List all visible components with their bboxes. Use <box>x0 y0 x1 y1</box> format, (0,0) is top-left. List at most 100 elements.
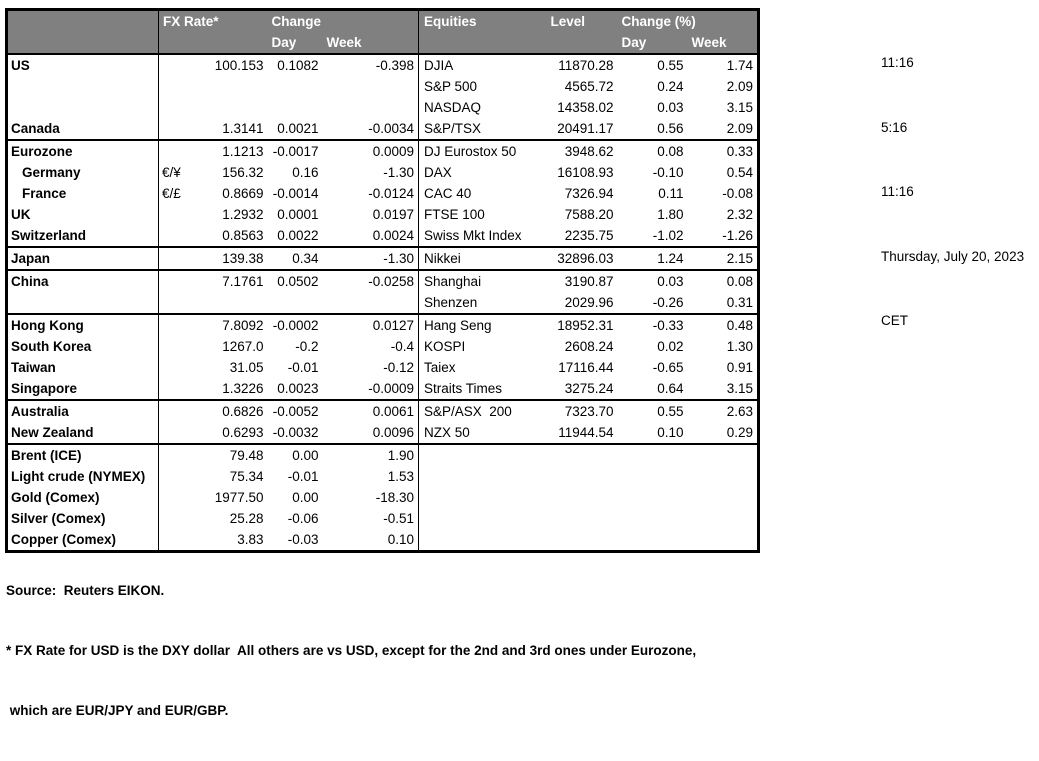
fx-pair-cell <box>158 443 202 466</box>
equity-day-change-cell: -1.02 <box>652 228 684 243</box>
table-row: NASDAQ 14358.02 0.03 3.15 <box>7 97 759 118</box>
fx-week-change-cell <box>323 76 419 97</box>
header-country-empty <box>6 9 159 32</box>
equity-day-change-cell: 0.08 <box>617 139 688 162</box>
fx-pair-cell <box>158 399 202 422</box>
time-3: 11:16 <box>881 184 914 199</box>
equity-level-cell <box>547 508 618 529</box>
table-body: US 100.153 0.1082 -0.398 DJIA 11870.28 0.55 1.7… <box>6 54 759 552</box>
fx-country-cell: Australia <box>6 399 159 422</box>
fx-country-cell: New Zealand <box>11 425 94 440</box>
timestamp-panel: 11:16 5:16 11:16 Thursday, July 20, 2023… <box>881 9 1024 375</box>
table-row: Copper (Comex) 3.83 -0.03 0.10 <box>7 529 759 552</box>
equity-week-change-cell: 0.91 <box>726 360 754 375</box>
fx-country-cell: Brent (ICE) <box>6 443 159 466</box>
equity-name-cell: Shenzen <box>418 292 547 314</box>
equity-week-change-cell: 2.15 <box>687 246 759 270</box>
fx-rate-cell: 75.34 <box>229 469 264 484</box>
table-row: Singapore 1.3226 0.0023 -0.0009 Straits Time… <box>7 378 759 400</box>
equity-level-cell: 2235.75 <box>564 228 614 243</box>
equity-name-cell: CAC 40 <box>418 183 547 204</box>
equity-level-cell: 11944.54 <box>558 425 614 440</box>
equity-name-cell: S&P/TSX <box>418 118 547 140</box>
table-row: Silver (Comex) 25.28 -0.06 -0.51 <box>7 508 759 529</box>
equity-day-change-cell: -0.10 <box>652 165 684 180</box>
equity-day-change-cell <box>617 443 688 466</box>
equity-name-cell: Hang Seng <box>418 313 547 336</box>
fx-rate-cell: 1.3226 <box>222 381 264 396</box>
equity-name-cell: NZX 50 <box>418 422 547 444</box>
header-fx-change: Change <box>267 9 419 32</box>
fx-rate-cell: 7.8092 <box>201 313 268 336</box>
equity-week-change-cell: -1.26 <box>722 228 754 243</box>
equity-week-change-cell: 1.30 <box>726 339 754 354</box>
equity-week-change-cell: 0.31 <box>726 295 754 310</box>
table-row: Eurozone 1.1213 -0.0017 0.0009 DJ Eurostox 5… <box>6 139 759 162</box>
fx-day-change-cell: -0.06 <box>287 511 319 526</box>
fx-week-change-cell: -1.30 <box>322 246 419 270</box>
equity-day-change-cell: -0.26 <box>652 295 684 310</box>
equity-level-cell: 3190.87 <box>546 269 618 292</box>
fx-week-change-cell: 0.10 <box>387 532 415 547</box>
fx-rate-cell: 0.8669 <box>222 186 264 201</box>
fx-country-cell: Silver (Comex) <box>11 511 106 526</box>
fx-day-change-cell: 0.00 <box>292 490 319 505</box>
equity-level-cell <box>547 487 618 508</box>
fx-country-cell: Germany <box>22 165 81 180</box>
header-row-1: FX Rate* Change Equities Level Change (%… <box>6 9 759 32</box>
equity-level-cell: 2029.96 <box>564 295 614 310</box>
table-row: Taiwan 31.05 -0.01 -0.12 Taiex 17116.44 -0.65 0… <box>7 357 759 378</box>
equity-level-cell: 7326.94 <box>564 186 614 201</box>
equity-week-change-cell: 0.08 <box>687 269 759 292</box>
header-spacer <box>6 32 159 55</box>
fx-rate-cell: 3.83 <box>237 532 264 547</box>
fx-day-change-cell: 0.0022 <box>277 228 319 243</box>
table-row: South Korea 1267.0 -0.2 -0.4 KOSPI 2608.24 0.0… <box>7 336 759 357</box>
equity-day-change-cell <box>618 487 688 508</box>
equity-week-change-cell: 2.32 <box>726 207 754 222</box>
equity-day-change-cell: 0.03 <box>617 269 688 292</box>
fx-rate-cell <box>202 76 268 97</box>
equity-name-cell: Swiss Mkt Index <box>418 225 547 247</box>
equity-week-change-cell: 1.74 <box>726 58 754 73</box>
fx-country-cell: Copper (Comex) <box>11 532 117 547</box>
source-note: Source: Reuters EIKON. <box>6 583 165 598</box>
equity-week-change-cell: 0.54 <box>726 165 754 180</box>
header-fx-rate: FX Rate* <box>158 9 268 32</box>
fx-pair-cell <box>158 378 202 400</box>
equity-day-change-cell: 0.02 <box>657 339 684 354</box>
fx-day-change-cell: -0.0014 <box>272 186 319 201</box>
market-summary-page: FX Rate* Change Equities Level Change (%… <box>5 8 1025 718</box>
fx-rate-cell: 1977.50 <box>214 490 264 505</box>
fx-rate-cell: 1.3141 <box>222 121 264 136</box>
fx-day-change-cell: 0.0502 <box>267 269 323 292</box>
fx-rate-cell: 1.1213 <box>201 139 268 162</box>
equity-week-change-cell: 3.15 <box>726 100 754 115</box>
time-1: 11:16 <box>881 55 914 70</box>
equity-name-cell <box>418 443 547 466</box>
header-spacer <box>158 32 202 55</box>
fx-country-cell: Canada <box>11 121 60 136</box>
equity-name-cell: DJ Eurostox 50 <box>418 139 547 162</box>
fx-week-change-cell: 0.0024 <box>372 228 415 243</box>
fx-rate-cell: 0.6826 <box>201 399 268 422</box>
fx-pair-cell <box>158 357 202 378</box>
fx-week-change-cell: -0.0009 <box>368 381 415 396</box>
date-label: Thursday, July 20, 2023 <box>881 248 1025 264</box>
equity-name-cell: Taiex <box>418 357 547 378</box>
fx-rate-cell: 0.8563 <box>222 228 264 243</box>
fx-country-cell <box>7 97 159 118</box>
fx-week-change-cell: 0.0197 <box>372 207 415 222</box>
equity-day-change-cell: 1.80 <box>657 207 684 222</box>
equity-week-change-cell <box>688 487 759 508</box>
fx-pair-cell <box>158 422 202 444</box>
equity-week-change-cell <box>688 466 759 487</box>
table-row: France €/£ 0.8669 -0.0014 -0.0124 CAC 40 7326.… <box>7 183 759 204</box>
equity-name-cell <box>418 487 547 508</box>
equity-week-change-cell <box>688 529 759 552</box>
equity-day-change-cell: 0.64 <box>657 381 684 396</box>
table-header: FX Rate* Change Equities Level Change (%… <box>6 9 759 55</box>
fx-pair-cell <box>158 118 202 140</box>
equity-day-change-cell: 0.03 <box>657 100 684 115</box>
fx-pair-cell <box>158 529 202 552</box>
